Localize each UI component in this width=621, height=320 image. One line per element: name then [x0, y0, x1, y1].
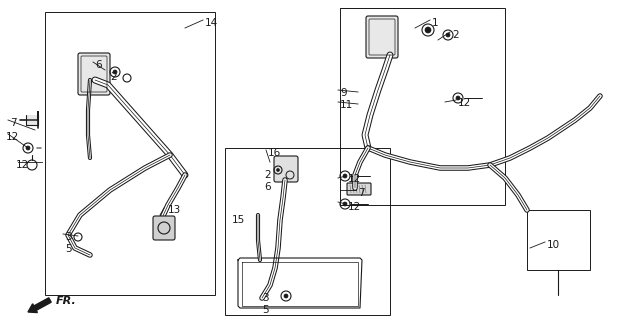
FancyBboxPatch shape [366, 16, 398, 58]
Text: 7: 7 [358, 188, 365, 198]
Bar [225, 148, 390, 315]
Circle shape [456, 96, 460, 100]
Text: 7: 7 [10, 118, 17, 128]
Bar [340, 8, 505, 205]
Text: 14: 14 [205, 18, 218, 28]
Circle shape [113, 70, 117, 74]
Circle shape [446, 33, 450, 37]
Text: 12: 12 [6, 132, 19, 142]
Text: 16: 16 [268, 148, 281, 158]
Text: 12: 12 [348, 202, 361, 212]
Text: 12: 12 [16, 160, 29, 170]
Text: 3: 3 [65, 232, 71, 242]
Circle shape [343, 174, 347, 178]
Circle shape [425, 27, 431, 33]
Text: 5: 5 [65, 244, 71, 254]
Text: 11: 11 [340, 100, 353, 110]
Text: 12: 12 [348, 174, 361, 184]
Text: 6: 6 [95, 60, 102, 70]
FancyArrow shape [28, 298, 51, 313]
Text: 1: 1 [432, 18, 438, 28]
Text: 2: 2 [264, 170, 271, 180]
Text: FR.: FR. [56, 296, 77, 306]
Text: 2: 2 [452, 30, 459, 40]
Bar [45, 12, 215, 295]
FancyBboxPatch shape [153, 216, 175, 240]
Text: 9: 9 [340, 88, 347, 98]
Text: 13: 13 [168, 205, 181, 215]
FancyBboxPatch shape [78, 53, 110, 95]
Circle shape [343, 202, 347, 206]
Bar [527, 210, 590, 270]
Text: 10: 10 [547, 240, 560, 250]
Circle shape [284, 294, 288, 298]
FancyBboxPatch shape [347, 183, 371, 195]
Text: 6: 6 [264, 182, 271, 192]
Circle shape [26, 146, 30, 150]
FancyBboxPatch shape [274, 156, 298, 182]
Text: 12: 12 [458, 98, 471, 108]
Text: 3: 3 [262, 293, 269, 303]
Circle shape [276, 169, 279, 172]
Text: 5: 5 [262, 305, 269, 315]
Text: 15: 15 [232, 215, 245, 225]
Text: 2: 2 [110, 72, 117, 82]
